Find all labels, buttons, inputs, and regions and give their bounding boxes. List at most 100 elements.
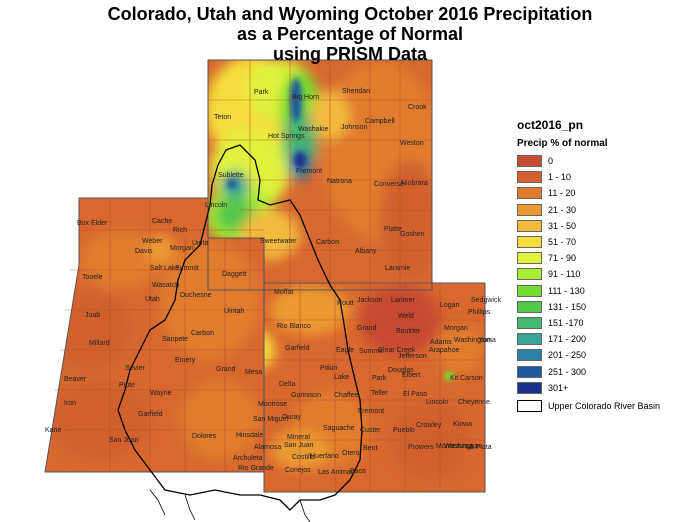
county-label: Sevier [125, 365, 146, 372]
legend-swatch [517, 203, 542, 216]
county-label: Montezuma [436, 443, 473, 450]
legend-row: 11 - 20 [517, 185, 697, 201]
map-title-line2: as a Percentage of Normal [236, 24, 464, 44]
county-label: Crook [408, 104, 427, 111]
map-title-line1: Colorado, Utah and Wyoming October 2016 … [107, 4, 593, 24]
county-label: Otero [342, 450, 360, 457]
county-label: Morgan [170, 245, 194, 252]
legend-row: 201 - 250 [517, 347, 697, 363]
county-label: Grand [216, 366, 236, 373]
county-label: Archuleta [233, 455, 263, 462]
county-boundaries [50, 60, 485, 492]
legend-swatch [517, 365, 542, 378]
county-label: La Plata [466, 444, 492, 451]
county-label: San Juan [109, 437, 139, 444]
map-legend: oct2016_pn Precip % of normal 0 1 - 10 11 … [517, 118, 697, 414]
county-label: Niobrara [401, 180, 428, 187]
legend-label: 111 - 130 [548, 285, 585, 296]
legend-swatch [517, 381, 542, 394]
legend-swatch [517, 219, 542, 232]
county-label: Sheridan [342, 88, 370, 95]
legend-swatch [517, 333, 542, 346]
county-label: Sedgwick [471, 297, 501, 304]
legend-swatch [517, 300, 542, 313]
county-label: San Juan [284, 442, 314, 449]
county-label: Logan [440, 302, 460, 309]
county-label: Clear Creek [378, 347, 416, 354]
county-label: Albany [355, 248, 377, 255]
map-title-block: Colorado, Utah and Wyoming October 2016 … [0, 4, 700, 64]
county-label: Big Horn [292, 94, 319, 101]
county-label: Teller [371, 390, 388, 397]
legend-label: 151 -170 [548, 317, 584, 328]
county-label: Sweetwater [260, 238, 297, 245]
legend-swatch [517, 252, 542, 265]
county-label: Weber [142, 238, 163, 245]
county-label: San Miguel [253, 416, 288, 423]
legend-row: 51 - 70 [517, 234, 697, 250]
county-label: Grand [357, 325, 377, 332]
basin-tail [149, 489, 311, 522]
legend-label: 131 - 150 [548, 301, 587, 312]
utah-region [45, 198, 264, 472]
county-label: Mineral [287, 434, 310, 441]
legend-title: oct2016_pn [517, 118, 584, 132]
county-label: Beaver [64, 376, 87, 383]
legend-row: 1 - 10 [517, 169, 697, 185]
county-label: Wasatch [152, 282, 179, 289]
county-label: Prowers [408, 444, 434, 451]
county-label: Douglas [388, 367, 414, 374]
legend-label: 171 - 200 [548, 334, 587, 345]
legend-label: 1 - 10 [548, 172, 572, 183]
legend-row: 21 - 30 [517, 202, 697, 218]
county-label: Costilla [292, 454, 315, 461]
legend-label: 21 - 30 [548, 204, 577, 215]
county-label: Lake [334, 374, 349, 381]
county-label: Iron [64, 400, 76, 407]
county-label: Carbon [316, 239, 339, 246]
county-label: Millard [89, 340, 110, 347]
legend-swatch [517, 349, 542, 362]
legend-row: 71 - 90 [517, 250, 697, 266]
county-labels: Park Big Horn Sheridan Crook Teton Washakie Jo… [45, 88, 501, 476]
county-label: Delta [279, 381, 295, 388]
county-label: Adams [430, 339, 452, 346]
county-label: Tooele [82, 274, 103, 281]
county-label: Piute [119, 382, 135, 389]
county-label: Mesa [245, 369, 262, 376]
county-label: Lincoln [426, 399, 448, 406]
legend-label: 71 - 90 [548, 253, 577, 264]
county-label: Larimer [391, 297, 415, 304]
legend-label: 31 - 50 [548, 220, 577, 231]
county-label: Fremont [296, 168, 322, 175]
county-label: Kiowa [453, 421, 472, 428]
legend-swatch [517, 284, 542, 297]
county-label: Pueblo [393, 427, 415, 434]
county-label: Garfield [138, 411, 163, 418]
legend-swatch [517, 187, 542, 200]
legend-label: 11 - 20 [548, 188, 576, 199]
county-label: Kit Carson [450, 375, 483, 382]
legend-label: 301+ [548, 382, 569, 393]
county-label: Boulder [396, 328, 421, 335]
county-label: Saguache [323, 425, 355, 432]
county-label: Las Animas [318, 469, 355, 476]
county-label: Garfield [285, 345, 310, 352]
legend-label: 51 - 70 [548, 237, 577, 248]
county-label: Montrose [258, 401, 287, 408]
county-label: Weston [400, 140, 424, 147]
county-label: Johnson [341, 124, 368, 131]
legend-swatch [517, 236, 542, 249]
county-label: Jackson [357, 297, 383, 304]
legend-label: 201 - 250 [548, 350, 587, 361]
county-label: Washington [444, 443, 481, 450]
county-label: Washington [454, 337, 491, 344]
legend-row: 171 - 200 [517, 331, 697, 347]
county-label: Goshen [400, 231, 425, 238]
county-label: Fremont [358, 408, 384, 415]
county-label: Uintah [224, 308, 244, 315]
legend-row: 251 - 300 [517, 363, 697, 379]
legend-subtitle: Precip % of normal [517, 138, 608, 149]
county-label: Summit [359, 348, 383, 355]
county-label: Cache [152, 218, 172, 225]
